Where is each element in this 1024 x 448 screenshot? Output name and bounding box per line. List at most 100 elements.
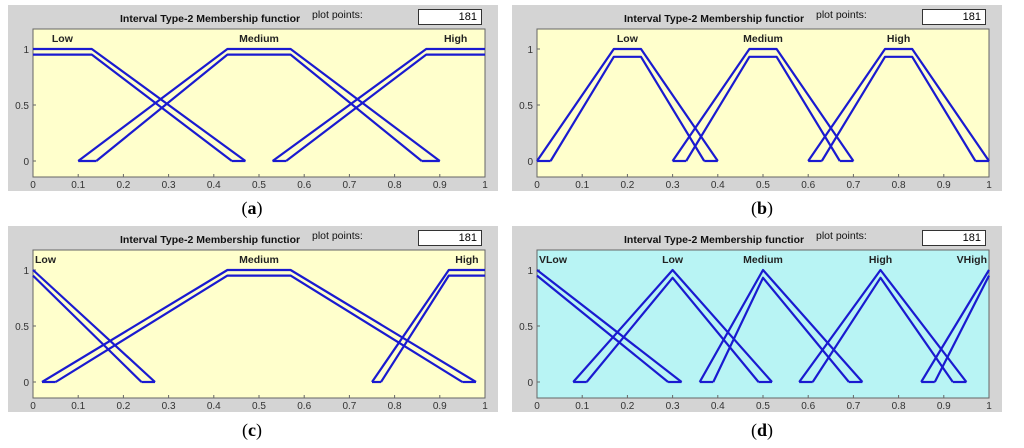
x-tick-label: 0.1 [575,180,589,191]
mf-panel-a: Interval Type-2 Membership functior plot… [8,5,498,191]
y-tick-label: 0 [527,378,533,389]
y-tick-label: 1 [527,45,533,56]
panel-title: Interval Type-2 Membership functior [624,13,805,25]
plot-points-label: plot points: [312,230,363,242]
mf-vhigh-upper [920,269,990,383]
y-tick-label: 1 [23,266,29,277]
x-tick-label: 0.3 [162,401,176,412]
mf-label-low: Low [617,33,639,45]
panel-title: Interval Type-2 Membership functior [120,13,301,25]
mf-label-high: High [444,33,467,45]
mf-high-upper [807,47,990,162]
x-tick-label: 0.9 [937,180,951,191]
caption-a: (a) [241,198,263,218]
y-tick-label: 0 [23,157,29,168]
mf-high-upper [271,47,485,162]
mf-high-lower [380,274,485,383]
y-tick-label: 0.5 [15,322,29,333]
plot-points-label: plot points: [816,230,867,242]
x-tick-label: 0.2 [620,401,634,412]
mf-low-upper [33,47,247,162]
x-tick-label: 0.6 [801,180,815,191]
plot-points-label: plot points: [816,9,867,21]
y-tick-label: 1 [23,45,29,56]
mf-chart-b: 0 0.1 0.2 0.3 0.4 0.5 0.6 0.7 0.8 0.9 1 0 0.5 1 Low Med… [519,28,992,191]
mf-label-medium: Medium [743,254,783,266]
x-tick-label: 0.8 [892,401,906,412]
plot-area [32,28,486,178]
x-tick-label: 0.1 [71,180,85,191]
caption-c: (c) [242,420,262,440]
mf-medium-upper [77,47,441,162]
x-tick-label: 0.7 [846,401,860,412]
x-tick-label: 0.3 [666,401,680,412]
x-tick-label: 1 [482,401,488,412]
mf-medium-lower [55,274,463,383]
x-tick-label: 0.1 [71,401,85,412]
mf-label-vhigh: VHigh [957,254,987,266]
x-tick-label: 0.3 [162,180,176,191]
mf-high-upper [371,268,485,383]
mf-high-lower [285,53,485,162]
mf-label-high: High [455,254,478,266]
mf-chart-a: 0 0.1 0.2 0.3 0.4 0.5 0.6 0.7 0.8 0.9 1 0 0.5 1 Low Med… [15,28,488,191]
mf-low-upper [536,47,719,162]
caption-b: (b) [750,198,773,218]
mf-vlow-lower [536,274,669,383]
mf-chart-c: 0 0.1 0.2 0.3 0.4 0.5 0.6 0.7 0.8 0.9 1 0 0.5 1 Low Med… [15,249,488,412]
x-tick-label: 0.2 [620,180,634,191]
y-tick-label: 0.5 [519,322,533,333]
x-tick-label: 0.4 [711,180,725,191]
plot-points-input[interactable] [922,9,986,25]
x-tick-label: 0.1 [575,401,589,412]
plot-area [536,28,990,178]
mf-panel-b: Interval Type-2 Membership functior plot… [512,5,1002,191]
mf-label-low: Low [52,33,74,45]
mf-high-lower [811,276,954,383]
x-tick-label: 0.4 [207,401,221,412]
y-tick-label: 1 [527,266,533,277]
x-tick-label: 0.9 [433,180,447,191]
mf-medium-upper [41,268,477,383]
mf-label-low: Low [662,254,684,266]
caption-d: (d) [750,420,773,440]
x-tick-label: 0.4 [711,401,725,412]
mf-high-upper [798,268,968,383]
mf-low-upper [32,269,156,383]
mf-medium-lower [685,55,841,162]
x-tick-label: 0.6 [297,401,311,412]
x-tick-label: 0.8 [388,401,402,412]
x-tick-label: 0.9 [433,401,447,412]
x-tick-label: 0.5 [252,401,266,412]
plot-points-input[interactable] [418,230,482,246]
plot-points-input[interactable] [922,230,986,246]
mf-panel-c: Interval Type-2 Membership functior plot… [8,226,498,412]
mf-label-medium: Medium [743,33,783,45]
mf-label-medium: Medium [239,33,279,45]
x-tick-label: 0.7 [846,180,860,191]
panel-title: Interval Type-2 Membership functior [624,234,805,246]
plot-points-input[interactable] [418,9,482,25]
x-tick-label: 1 [986,401,992,412]
x-tick-label: 0.4 [207,180,221,191]
mf-medium-upper [698,268,864,383]
x-tick-label: 0 [30,180,36,191]
mf-medium-lower [712,276,850,383]
x-tick-label: 0.3 [666,180,680,191]
mf-medium-upper [671,47,855,162]
y-tick-label: 0 [23,378,29,389]
x-tick-label: 0.5 [756,401,770,412]
x-tick-label: 0 [534,180,540,191]
x-tick-label: 0.5 [252,180,266,191]
x-tick-label: 1 [482,180,488,191]
mf-high-lower [820,55,977,162]
x-tick-label: 0.2 [116,180,130,191]
y-tick-label: 0.5 [15,101,29,112]
x-tick-label: 0.2 [116,401,130,412]
mf-chart-d: 0 0.1 0.2 0.3 0.4 0.5 0.6 0.7 0.8 0.9 1 0 0.5 1 VLow Lo… [519,249,992,412]
mf-low-lower [549,55,706,162]
mf-panel-d: Interval Type-2 Membership functior plot… [512,226,1002,412]
x-tick-label: 0.9 [937,401,951,412]
y-tick-label: 0.5 [519,101,533,112]
x-tick-label: 1 [986,180,992,191]
